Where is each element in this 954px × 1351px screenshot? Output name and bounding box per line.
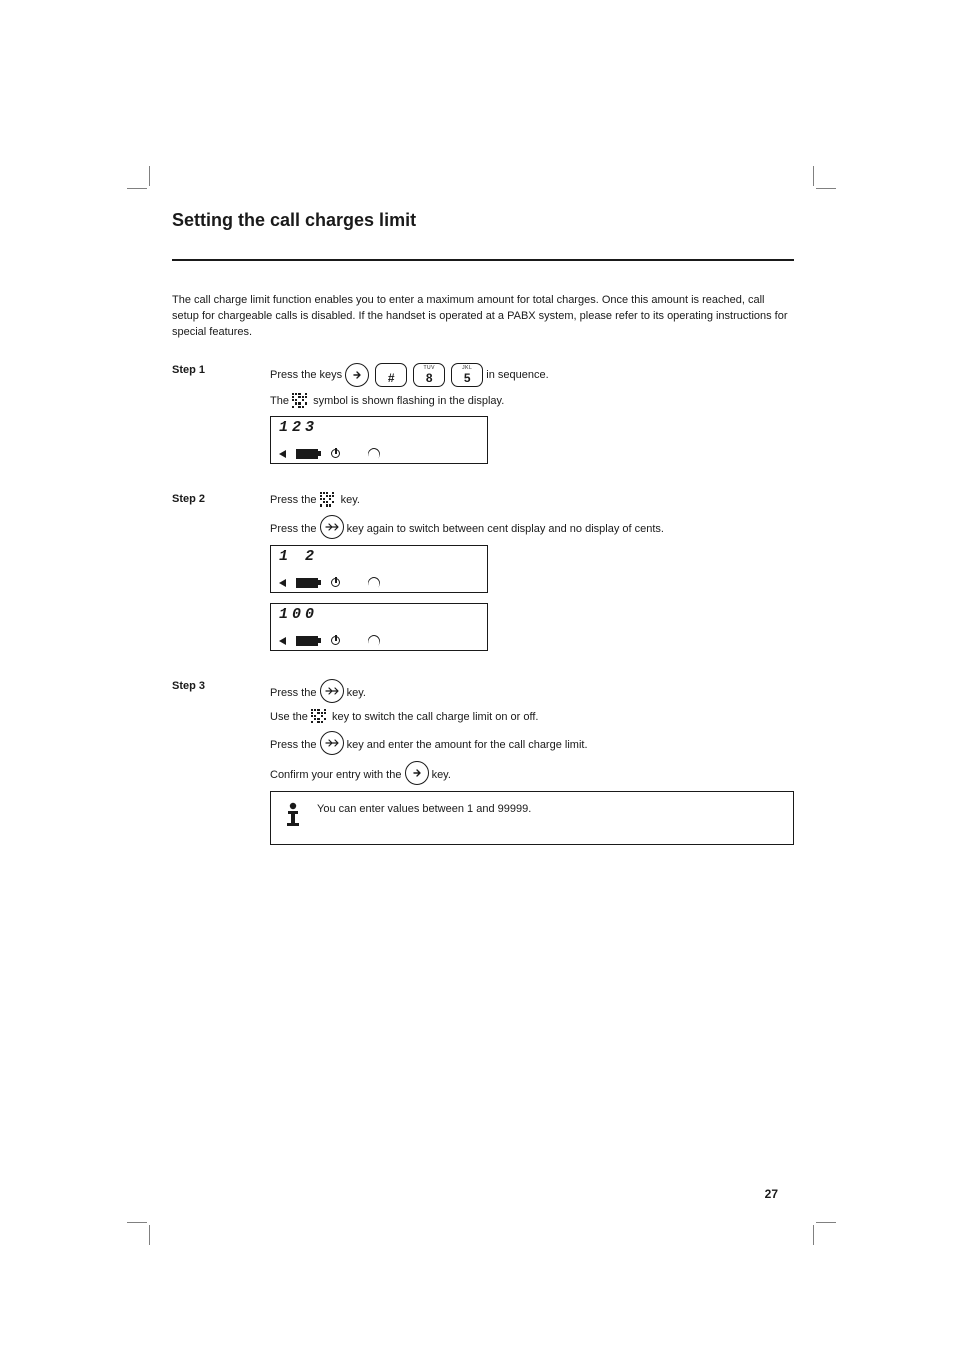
eight-key: TUV 8: [413, 363, 445, 387]
cropmark-tr: [808, 166, 836, 194]
step-1-line-1: Press the keys # TUV 8: [270, 363, 794, 387]
battery-icon: [296, 636, 321, 646]
power-icon: [331, 449, 340, 458]
lcd-icon-row: [279, 576, 479, 590]
phone-icon: [366, 574, 383, 591]
page-title: Setting the call charges limit: [172, 210, 794, 231]
phone-icon: [366, 632, 383, 649]
arrow-right-key: [405, 761, 429, 785]
cropmark-bl: [127, 1217, 155, 1245]
info-text: You can enter values between 1 and 99999…: [317, 802, 531, 817]
power-icon: [331, 578, 340, 587]
step-3: Step 3 Press the key. Use the: [172, 679, 794, 846]
double-arrow-key: [320, 731, 344, 755]
lcd-display-2b: 100: [270, 603, 488, 651]
step-number: Step 1: [172, 363, 256, 474]
softkey-icon: [292, 393, 310, 409]
step-2-line-2: Press the key again to switch between ce…: [270, 515, 794, 539]
double-arrow-key: [320, 515, 344, 539]
step-1: Step 1 Press the keys # TUV: [172, 363, 794, 474]
step-3-line-4: Confirm your entry with the key.: [270, 761, 794, 785]
step-number: Step 3: [172, 679, 256, 846]
key-sequence: # TUV 8 JKL 5: [345, 363, 483, 387]
cropmark-br: [808, 1217, 836, 1245]
lcd-icon-row: [279, 634, 479, 648]
step-1-line-2: The symbol is shown flashing in the disp…: [270, 393, 794, 410]
arrow-left-icon: [279, 637, 286, 645]
hash-key: #: [375, 363, 407, 387]
arrow-right-key: [345, 363, 369, 387]
battery-icon: [296, 449, 321, 459]
battery-icon: [296, 578, 321, 588]
lcd-segment: 1 2: [279, 549, 479, 564]
step-number: Step 2: [172, 492, 256, 661]
arrow-left-icon: [279, 579, 286, 587]
page-number: 27: [765, 1187, 778, 1201]
lcd-segment: 100: [279, 607, 479, 622]
steps-list: Step 1 Press the keys # TUV: [172, 363, 794, 845]
lcd-segment: 123: [279, 420, 479, 435]
step-3-line-2: Use the key to switch the call charge li…: [270, 709, 794, 726]
step-2: Step 2 Press the key.: [172, 492, 794, 661]
softkey-icon: [311, 709, 329, 725]
phone-icon: [366, 445, 383, 462]
power-icon: [331, 636, 340, 645]
step-3-line-1: Press the key.: [270, 679, 794, 703]
intro-text: The call charge limit function enables y…: [172, 293, 794, 341]
lcd-display-2a: 1 2: [270, 545, 488, 593]
page-content: Setting the call charges limit The call …: [172, 210, 794, 863]
arrow-left-icon: [279, 450, 286, 458]
double-arrow-key: [320, 679, 344, 703]
step-2-line-1: Press the key.: [270, 492, 794, 509]
info-box: You can enter values between 1 and 99999…: [270, 791, 794, 845]
cropmark-tl: [127, 166, 155, 194]
five-key: JKL 5: [451, 363, 483, 387]
lcd-icon-row: [279, 447, 479, 461]
softkey-icon: [320, 492, 338, 508]
step-3-line-3: Press the key and enter the amount for t…: [270, 731, 794, 755]
info-icon: [283, 802, 303, 834]
lcd-display-1: 123: [270, 416, 488, 464]
title-rule: [172, 259, 794, 261]
